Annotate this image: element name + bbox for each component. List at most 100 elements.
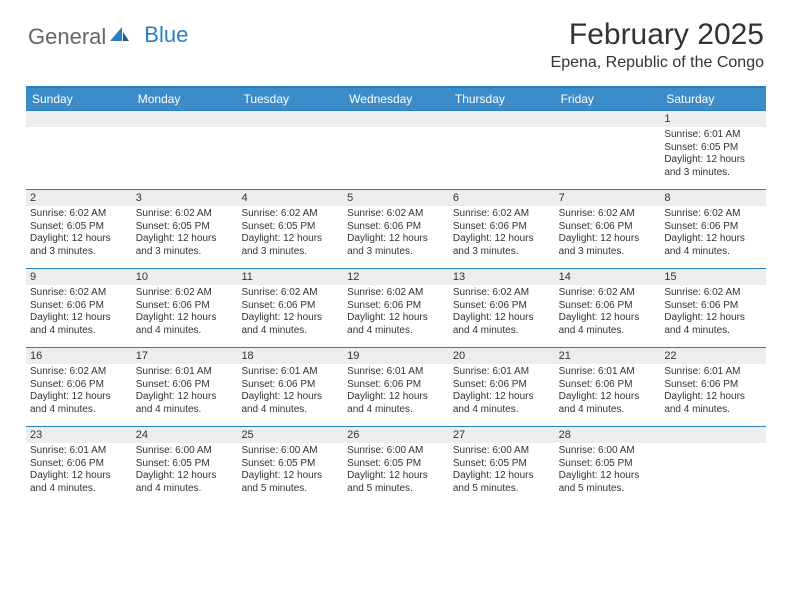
day-number: 2	[26, 190, 132, 206]
sunset-text: Sunset: 6:06 PM	[347, 300, 445, 313]
day-number: 5	[343, 190, 449, 206]
calendar-day	[660, 427, 766, 505]
calendar-day	[132, 111, 238, 189]
daylight-text: Daylight: 12 hours and 4 minutes.	[30, 391, 128, 416]
day-number: 19	[343, 348, 449, 364]
day-body: Sunrise: 6:02 AMSunset: 6:06 PMDaylight:…	[449, 208, 555, 258]
day-body: Sunrise: 6:02 AMSunset: 6:05 PMDaylight:…	[237, 208, 343, 258]
daylight-text: Daylight: 12 hours and 4 minutes.	[347, 391, 445, 416]
day-of-week-header: SundayMondayTuesdayWednesdayThursdayFrid…	[26, 88, 766, 110]
day-body: Sunrise: 6:01 AMSunset: 6:06 PMDaylight:…	[26, 445, 132, 495]
day-body: Sunrise: 6:00 AMSunset: 6:05 PMDaylight:…	[343, 445, 449, 495]
calendar-day: 2Sunrise: 6:02 AMSunset: 6:05 PMDaylight…	[26, 190, 132, 268]
calendar-day: 25Sunrise: 6:00 AMSunset: 6:05 PMDayligh…	[237, 427, 343, 505]
day-body: Sunrise: 6:02 AMSunset: 6:05 PMDaylight:…	[132, 208, 238, 258]
day-number: 10	[132, 269, 238, 285]
day-body: Sunrise: 6:01 AMSunset: 6:06 PMDaylight:…	[343, 366, 449, 416]
sunset-text: Sunset: 6:05 PM	[136, 221, 234, 234]
sunset-text: Sunset: 6:06 PM	[559, 221, 657, 234]
sunset-text: Sunset: 6:05 PM	[241, 221, 339, 234]
title-block: February 2025 Epena, Republic of the Con…	[551, 18, 764, 72]
sunset-text: Sunset: 6:06 PM	[559, 379, 657, 392]
sunset-text: Sunset: 6:05 PM	[30, 221, 128, 234]
calendar-day: 28Sunrise: 6:00 AMSunset: 6:05 PMDayligh…	[555, 427, 661, 505]
sunrise-text: Sunrise: 6:02 AM	[347, 287, 445, 300]
day-body: Sunrise: 6:02 AMSunset: 6:06 PMDaylight:…	[26, 287, 132, 337]
calendar-day: 14Sunrise: 6:02 AMSunset: 6:06 PMDayligh…	[555, 269, 661, 347]
day-number: 9	[26, 269, 132, 285]
sunrise-text: Sunrise: 6:00 AM	[559, 445, 657, 458]
day-number: 25	[237, 427, 343, 443]
sunset-text: Sunset: 6:06 PM	[559, 300, 657, 313]
day-body: Sunrise: 6:02 AMSunset: 6:06 PMDaylight:…	[26, 366, 132, 416]
day-body: Sunrise: 6:01 AMSunset: 6:06 PMDaylight:…	[132, 366, 238, 416]
sunrise-text: Sunrise: 6:02 AM	[664, 287, 762, 300]
day-number: 15	[660, 269, 766, 285]
calendar-day: 16Sunrise: 6:02 AMSunset: 6:06 PMDayligh…	[26, 348, 132, 426]
sunset-text: Sunset: 6:06 PM	[136, 379, 234, 392]
page-title: February 2025	[551, 18, 764, 52]
daylight-text: Daylight: 12 hours and 4 minutes.	[241, 312, 339, 337]
day-number: 3	[132, 190, 238, 206]
calendar-day: 8 Sunrise: 6:02 AMSunset: 6:06 PMDaylight…	[660, 190, 766, 268]
daylight-text: Daylight: 12 hours and 4 minutes.	[136, 470, 234, 495]
day-body: Sunrise: 6:02 AMSunset: 6:06 PMDaylight:…	[132, 287, 238, 337]
calendar-week: 2Sunrise: 6:02 AMSunset: 6:05 PMDaylight…	[26, 189, 766, 268]
day-body: Sunrise: 6:00 AMSunset: 6:05 PMDaylight:…	[555, 445, 661, 495]
dow-cell: Tuesday	[237, 88, 343, 110]
sunrise-text: Sunrise: 6:01 AM	[241, 366, 339, 379]
daylight-text: Daylight: 12 hours and 3 minutes.	[30, 233, 128, 258]
daylight-text: Daylight: 12 hours and 3 minutes.	[664, 154, 762, 179]
day-body: Sunrise: 6:02 AMSunset: 6:06 PMDaylight:…	[660, 208, 766, 258]
sunset-text: Sunset: 6:06 PM	[241, 379, 339, 392]
day-body: Sunrise: 6:02 AMSunset: 6:06 PMDaylight:…	[555, 287, 661, 337]
daylight-text: Daylight: 12 hours and 4 minutes.	[30, 470, 128, 495]
day-body: Sunrise: 6:00 AMSunset: 6:05 PMDaylight:…	[449, 445, 555, 495]
day-number: 21	[555, 348, 661, 364]
sunset-text: Sunset: 6:05 PM	[347, 458, 445, 471]
day-number: 22	[660, 348, 766, 364]
calendar-day: 24Sunrise: 6:00 AMSunset: 6:05 PMDayligh…	[132, 427, 238, 505]
sunrise-text: Sunrise: 6:01 AM	[30, 445, 128, 458]
brand-logo: General Blue	[28, 18, 188, 50]
day-number: 13	[449, 269, 555, 285]
daylight-text: Daylight: 12 hours and 4 minutes.	[664, 391, 762, 416]
day-number	[555, 111, 661, 127]
sunset-text: Sunset: 6:05 PM	[453, 458, 551, 471]
day-number: 27	[449, 427, 555, 443]
day-body: Sunrise: 6:02 AMSunset: 6:06 PMDaylight:…	[449, 287, 555, 337]
day-body: Sunrise: 6:02 AMSunset: 6:06 PMDaylight:…	[343, 287, 449, 337]
day-number	[132, 111, 238, 127]
day-body: Sunrise: 6:02 AMSunset: 6:06 PMDaylight:…	[343, 208, 449, 258]
day-number	[660, 427, 766, 443]
calendar-day: 19 Sunrise: 6:01 AMSunset: 6:06 PMDayligh…	[343, 348, 449, 426]
daylight-text: Daylight: 12 hours and 4 minutes.	[559, 391, 657, 416]
sunset-text: Sunset: 6:06 PM	[347, 379, 445, 392]
sunrise-text: Sunrise: 6:00 AM	[241, 445, 339, 458]
daylight-text: Daylight: 12 hours and 3 minutes.	[347, 233, 445, 258]
day-number: 24	[132, 427, 238, 443]
sunrise-text: Sunrise: 6:01 AM	[559, 366, 657, 379]
sunset-text: Sunset: 6:05 PM	[559, 458, 657, 471]
sunrise-text: Sunrise: 6:02 AM	[241, 208, 339, 221]
sunrise-text: Sunrise: 6:00 AM	[453, 445, 551, 458]
daylight-text: Daylight: 12 hours and 4 minutes.	[347, 312, 445, 337]
day-number: 17	[132, 348, 238, 364]
daylight-text: Daylight: 12 hours and 4 minutes.	[453, 312, 551, 337]
calendar-day: 9 Sunrise: 6:02 AMSunset: 6:06 PMDaylight…	[26, 269, 132, 347]
sunrise-text: Sunrise: 6:02 AM	[559, 287, 657, 300]
sunrise-text: Sunrise: 6:02 AM	[241, 287, 339, 300]
dow-cell: Saturday	[660, 88, 766, 110]
day-body: Sunrise: 6:01 AMSunset: 6:06 PMDaylight:…	[237, 366, 343, 416]
sunrise-text: Sunrise: 6:00 AM	[347, 445, 445, 458]
sunset-text: Sunset: 6:06 PM	[30, 458, 128, 471]
sunset-text: Sunset: 6:06 PM	[30, 300, 128, 313]
sunrise-text: Sunrise: 6:02 AM	[30, 366, 128, 379]
sail-icon	[108, 29, 130, 45]
calendar-day: 3 Sunrise: 6:02 AMSunset: 6:05 PMDaylight…	[132, 190, 238, 268]
daylight-text: Daylight: 12 hours and 4 minutes.	[241, 391, 339, 416]
daylight-text: Daylight: 12 hours and 5 minutes.	[241, 470, 339, 495]
daylight-text: Daylight: 12 hours and 3 minutes.	[136, 233, 234, 258]
day-number: 8	[660, 190, 766, 206]
sunrise-text: Sunrise: 6:02 AM	[136, 287, 234, 300]
